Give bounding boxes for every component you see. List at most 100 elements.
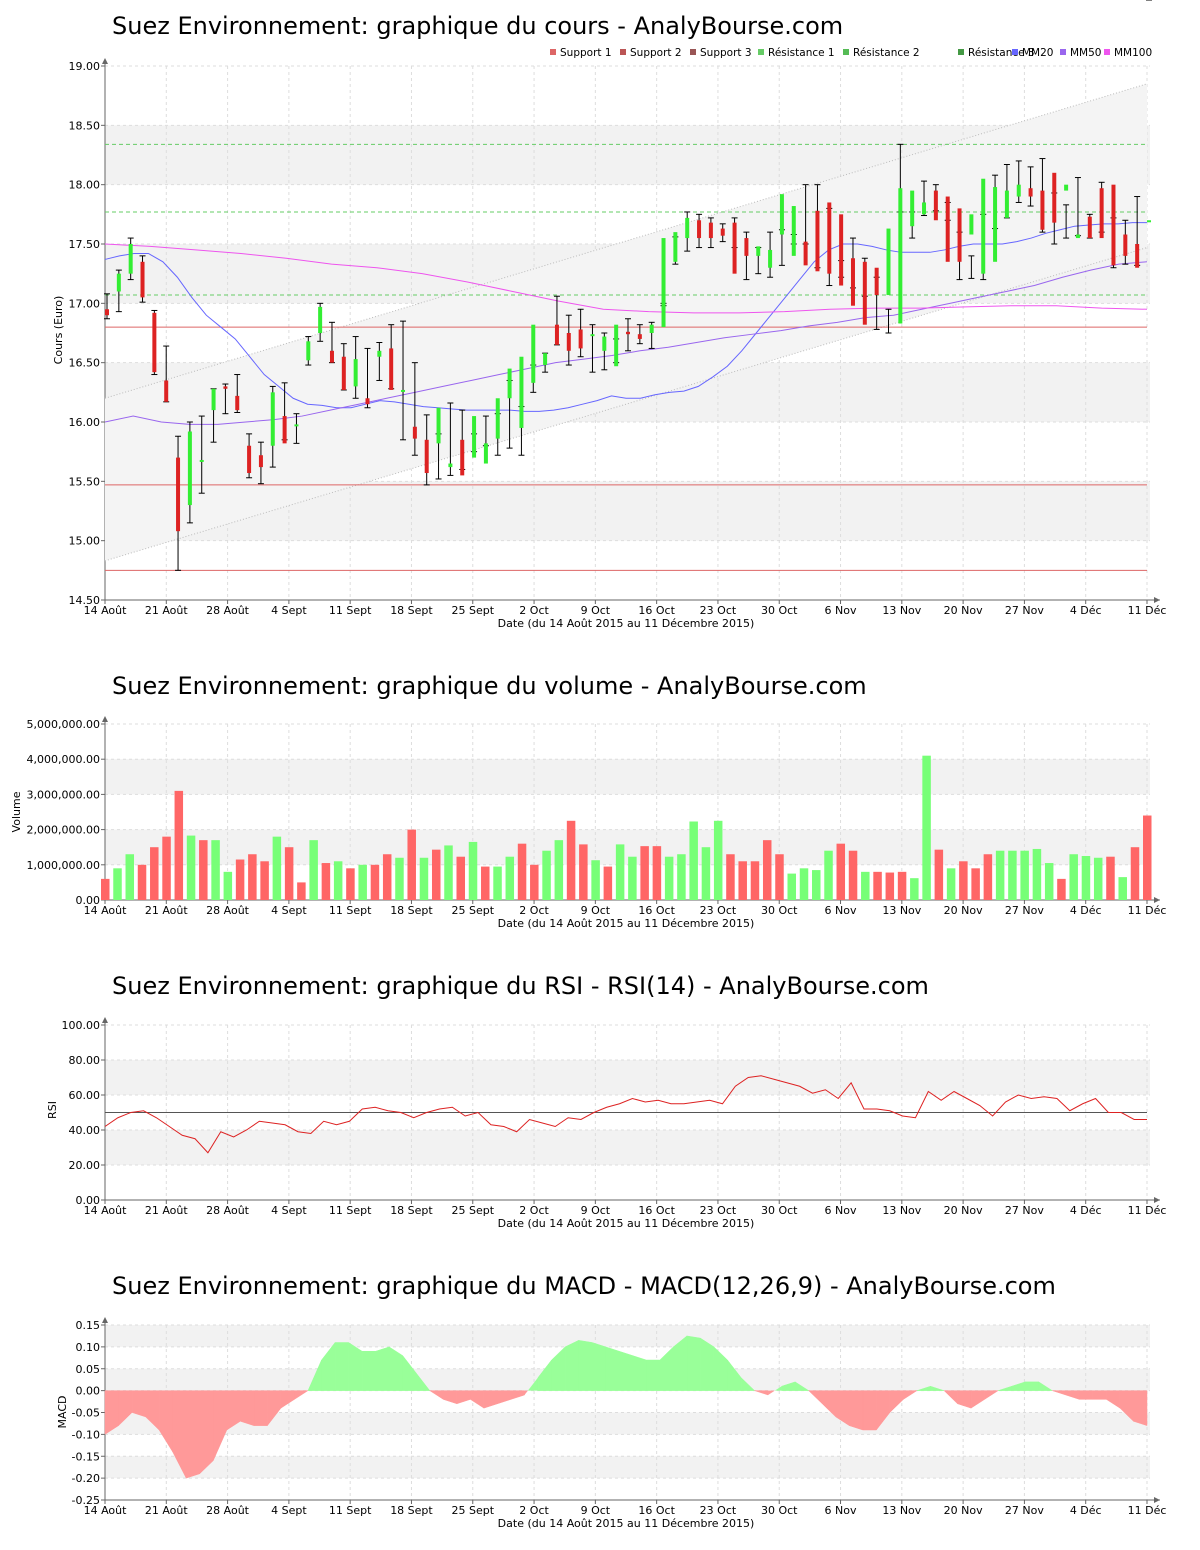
macd-x-tick-label: 18 Sept (390, 1504, 433, 1517)
candle-body (827, 202, 832, 274)
legend-label: MM20 (1022, 47, 1053, 59)
volume-bar (897, 871, 907, 900)
price-x-tick-label: 4 Sept (271, 604, 307, 617)
legend-swatch (550, 49, 556, 55)
macd-area-segment (402, 1354, 417, 1391)
candle-body (247, 445, 252, 474)
candle-body (614, 324, 619, 367)
macd-y-tick-label: 0.05 (76, 1363, 101, 1376)
candle-body (744, 238, 749, 256)
volume-bar (836, 843, 846, 900)
price-y-tick-label: 15.00 (69, 535, 101, 548)
price-y-axis-label: Cours (Euro) (52, 296, 65, 365)
candle-body (554, 324, 559, 345)
macd-chart: Suez Environnement: graphique du MACD - … (56, 1272, 1166, 1530)
price-x-tick-label: 25 Sept (451, 604, 494, 617)
macd-y-tick-label: 0.00 (76, 1385, 101, 1398)
volume-bar (346, 868, 355, 900)
volume-x-tick-label: 2 Oct (519, 904, 549, 917)
legend-label: Support 2 (630, 47, 682, 59)
volume-bar (174, 790, 184, 900)
candle-body (969, 214, 974, 235)
volume-y-tick-label: 1,000,000.00 (27, 859, 100, 872)
candle-body (732, 222, 737, 274)
rsi-chart: Suez Environnement: graphique du RSI - R… (46, 972, 1166, 1230)
macd-y-tick-label: 0.15 (76, 1319, 101, 1332)
volume-x-tick-label: 4 Sept (271, 904, 307, 917)
volume-bar (1008, 850, 1017, 900)
candle-body (850, 258, 855, 306)
volume-x-tick-label: 30 Oct (761, 904, 798, 917)
price-y-tick-label: 16.00 (69, 416, 101, 429)
macd-y-axis-label: MACD (56, 1396, 69, 1429)
rsi-x-tick-label: 11 Déc (1128, 1204, 1167, 1217)
candle-body (697, 220, 702, 239)
rsi-x-axis-label: Date (du 14 Août 2015 au 11 Décembre 201… (498, 1217, 755, 1230)
price-y-tick-label: 14.50 (69, 594, 101, 607)
legend-label: Résistance 1 (768, 47, 835, 59)
volume-x-tick-label: 23 Oct (700, 904, 737, 917)
candle-body (1075, 234, 1080, 239)
rsi-x-tick-label: 16 Oct (638, 1204, 675, 1217)
macd-area-segment (605, 1346, 620, 1391)
candle-body (460, 439, 465, 476)
candle-body (1040, 190, 1045, 230)
candle-body (685, 217, 690, 239)
price-channel-lower (104, 247, 1148, 562)
candle-body (756, 246, 761, 256)
candle-body (377, 350, 382, 357)
macd-area-segment (428, 1390, 444, 1400)
candle-body (318, 306, 323, 333)
macd-area-segment (903, 1390, 918, 1400)
macd-area-segment (754, 1390, 769, 1396)
candle-body (282, 416, 287, 444)
volume-band (105, 829, 1150, 865)
legend-swatch (1104, 49, 1110, 55)
candle-body (803, 241, 808, 266)
volume-bar (787, 873, 796, 900)
legend-label: MM50 (1070, 47, 1101, 59)
macd-x-tick-label: 11 Sept (329, 1504, 372, 1517)
macd-x-tick-label: 23 Oct (700, 1504, 737, 1517)
volume-x-axis-label: Date (du 14 Août 2015 au 11 Décembre 201… (498, 917, 755, 930)
macd-area-segment (497, 1390, 512, 1405)
rsi-y-tick-label: 40.00 (69, 1124, 101, 1137)
candle-body (507, 368, 512, 399)
candle-body (199, 459, 204, 462)
volume-bar (1093, 857, 1103, 900)
macd-y-tick-label: -0.10 (72, 1428, 100, 1441)
rsi-x-tick-label: 4 Sept (271, 1204, 307, 1217)
volume-y-tick-label: 5,000,000.00 (27, 718, 100, 731)
candle-body (341, 356, 346, 390)
volume-bar (1143, 815, 1152, 900)
price-x-tick-label: 27 Nov (1005, 604, 1044, 617)
volume-bar (309, 840, 318, 900)
macd-area-segment (957, 1390, 972, 1409)
candle-body (116, 273, 121, 292)
volume-bar (775, 854, 784, 900)
macd-area-segment (456, 1390, 471, 1405)
volume-x-tick-label: 9 Oct (581, 904, 611, 917)
macd-area-segment (375, 1346, 390, 1391)
volume-bar (946, 868, 956, 900)
price-x-tick-label: 2 Oct (519, 604, 549, 617)
volume-bar (517, 843, 527, 900)
volume-bar (995, 850, 1005, 900)
volume-bar (481, 866, 490, 900)
macd-area-segment (1052, 1390, 1067, 1396)
candle-body (673, 232, 678, 262)
macd-area-segment (551, 1346, 566, 1391)
volume-x-tick-label: 6 Nov (825, 904, 857, 917)
volume-x-tick-label: 18 Sept (390, 904, 433, 917)
macd-area-segment (1092, 1390, 1107, 1400)
macd-area-segment (564, 1339, 579, 1391)
price-x-axis-arrow (1154, 597, 1160, 603)
volume-bar (910, 878, 919, 900)
macd-area-segment (510, 1390, 525, 1400)
macd-y-tick-label: 0.10 (76, 1341, 101, 1354)
volume-bar (272, 836, 282, 900)
volume-bar (922, 755, 931, 900)
macd-area-segment (659, 1346, 674, 1391)
volume-bar (137, 864, 147, 900)
